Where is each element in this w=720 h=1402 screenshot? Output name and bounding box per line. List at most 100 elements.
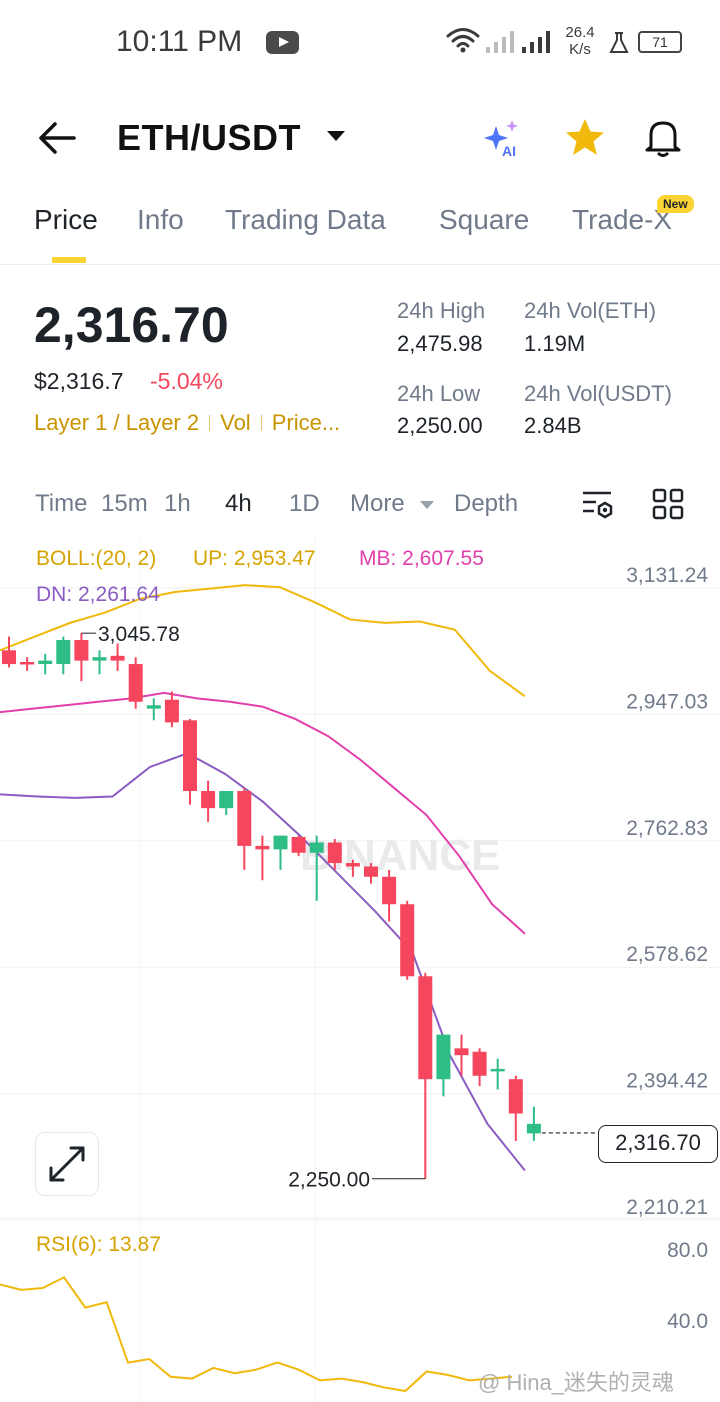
- main-tabs: Price Info Trading Data Square Trade-X N…: [0, 195, 720, 265]
- chart-canvas[interactable]: BINANCE 3,045.782,250.00 3,131.242,947.0…: [0, 536, 720, 1402]
- candle-up: [92, 657, 107, 661]
- current-price-tag: 2,316.70: [598, 1125, 718, 1163]
- low-marker-label: 2,250.00: [288, 1169, 370, 1192]
- boll-label: BOLL:(20, 2): [36, 547, 157, 570]
- tag-price[interactable]: Price...: [271, 410, 341, 435]
- price-axis-label: 2,762.83: [626, 817, 708, 840]
- candle-down: [201, 791, 216, 809]
- new-badge: New: [657, 195, 694, 213]
- candle-down: [128, 664, 143, 702]
- timeframe-bar: Time 15m 1h 4h 1D More Depth: [0, 480, 720, 536]
- fullscreen-button[interactable]: [35, 1132, 99, 1196]
- depth-tab[interactable]: Depth: [454, 490, 519, 517]
- price-markers: 3,045.78 2,250.00: [81, 623, 598, 1192]
- layout-grid-icon[interactable]: [652, 488, 684, 520]
- tab-square[interactable]: Square: [439, 204, 530, 235]
- candle-down: [74, 640, 89, 661]
- chart-settings-icon[interactable]: [580, 488, 616, 522]
- timeframe-1d[interactable]: 1D: [289, 490, 320, 517]
- youtube-icon: [266, 31, 299, 54]
- bollinger-bands: [0, 584, 526, 1172]
- high-marker-label: 3,045.78: [98, 623, 180, 646]
- tag-vol[interactable]: Vol: [220, 410, 251, 435]
- boll-up-line: [0, 584, 526, 698]
- rsi-line: [0, 1276, 513, 1393]
- candle-down: [20, 661, 35, 665]
- candle-down: [454, 1048, 469, 1056]
- candle-down: [327, 842, 342, 864]
- candle-down: [110, 655, 125, 661]
- chart-grid: [0, 536, 720, 1402]
- price-axis-label: 2,394.42: [626, 1070, 708, 1093]
- tab-trading-data[interactable]: Trading Data: [225, 204, 386, 235]
- category-tags: Layer 1 / Layer 2 Vol Price...: [34, 410, 340, 436]
- back-arrow-icon[interactable]: [38, 120, 76, 156]
- rsi-axis-label: 40.0: [667, 1310, 708, 1333]
- price-axis-label: 2,578.62: [626, 943, 708, 966]
- tab-price[interactable]: Price: [34, 204, 98, 235]
- candle-down: [2, 650, 16, 665]
- price-change-percent: -5.04%: [150, 368, 223, 394]
- high-label: 24h High: [397, 298, 486, 323]
- signal-bars-icon: [486, 31, 550, 53]
- candle-up: [309, 842, 324, 853]
- app-header: ETH/USDT AI: [0, 100, 720, 178]
- tag-divider: [209, 415, 211, 431]
- notification-bell-icon[interactable]: [642, 117, 684, 159]
- timeframe-4h[interactable]: 4h: [225, 490, 252, 517]
- favorite-star-icon[interactable]: [563, 117, 607, 159]
- boll-mb-line: [0, 691, 526, 935]
- candle-down: [255, 845, 270, 850]
- trading-pair-title[interactable]: ETH/USDT: [117, 117, 301, 158]
- battery-indicator: 71: [638, 31, 682, 53]
- pair-dropdown-caret-icon[interactable]: [327, 131, 345, 141]
- candle-up: [273, 835, 288, 850]
- candle-up: [490, 1068, 505, 1072]
- candle-down: [164, 699, 179, 723]
- more-caret-icon[interactable]: [420, 501, 434, 509]
- candle-down: [472, 1051, 487, 1076]
- candle-down: [364, 866, 378, 877]
- attribution-watermark: @ Hina_迷失的灵魂: [478, 1370, 674, 1395]
- wifi-icon: [446, 28, 480, 53]
- candle-up: [219, 791, 234, 809]
- price-axis-label: 2,210.21: [626, 1196, 708, 1219]
- tab-trade-x[interactable]: Trade-X: [572, 204, 673, 235]
- tag-divider: [260, 415, 262, 431]
- price-chart[interactable]: BINANCE 3,045.78 2,250.00 3,131.24 2,947.0…: [0, 536, 720, 1402]
- flask-icon: [609, 32, 629, 53]
- active-tab-indicator: [52, 257, 86, 263]
- timeframe-15m[interactable]: 15m: [101, 490, 148, 517]
- candle-up: [526, 1123, 541, 1134]
- status-bar: 10:11 PM 26.4 K/s 71: [0, 0, 720, 86]
- ai-sparkle-icon[interactable]: AI: [482, 118, 528, 158]
- rsi-indicator: 80.0 40.0: [0, 1239, 708, 1393]
- boll-mb-value: MB: 2,607.55: [359, 547, 484, 570]
- timeframe-time[interactable]: Time: [35, 490, 88, 517]
- timeframe-1h[interactable]: 1h: [164, 490, 191, 517]
- candle-down: [345, 863, 360, 867]
- tab-info[interactable]: Info: [137, 204, 184, 235]
- network-speed: 26.4 K/s: [565, 24, 595, 58]
- expand-icon: [49, 1146, 85, 1182]
- vol-quote-value: 2.84B: [524, 413, 582, 438]
- candle-up: [38, 660, 53, 665]
- candle-up: [146, 705, 161, 709]
- candle-down: [418, 976, 433, 1080]
- timeframe-more[interactable]: More: [350, 490, 405, 517]
- rsi-label: RSI(6): 13.87: [36, 1233, 161, 1256]
- tag-layer[interactable]: Layer 1 / Layer 2: [34, 410, 200, 435]
- boll-dn-line: [0, 752, 526, 1172]
- candle-down: [183, 720, 197, 792]
- boll-dn-value: DN: 2,261.64: [36, 583, 160, 606]
- low-label: 24h Low: [397, 381, 481, 406]
- candle-down: [508, 1079, 523, 1114]
- status-time: 10:11 PM: [116, 25, 243, 58]
- last-price: 2,316.70: [34, 297, 229, 353]
- candle-up: [56, 640, 71, 665]
- high-value: 2,475.98: [397, 331, 483, 356]
- candle-up: [436, 1034, 451, 1080]
- price-axis-label: 3,131.24: [626, 564, 708, 587]
- vol-quote-label: 24h Vol(USDT): [524, 381, 672, 406]
- candle-down: [382, 876, 397, 905]
